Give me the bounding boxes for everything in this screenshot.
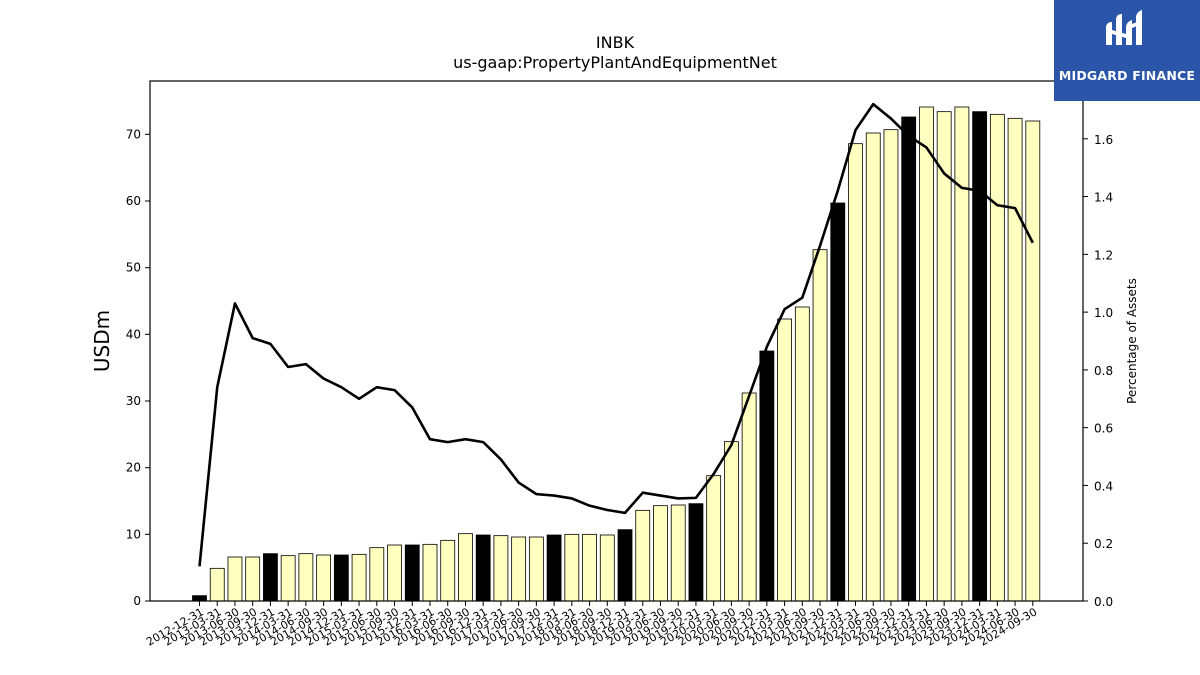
- bar: [546, 534, 562, 602]
- bar: [528, 536, 544, 602]
- bar: [475, 534, 491, 602]
- bar: [741, 392, 757, 602]
- bar: [670, 504, 686, 602]
- bar: [511, 536, 527, 602]
- bar: [759, 350, 775, 602]
- bar: [280, 555, 296, 602]
- y-axis-label: USDm: [90, 310, 114, 372]
- bar: [617, 529, 633, 602]
- y-tick-label: 50: [126, 261, 141, 275]
- bar: [404, 544, 420, 602]
- y2-tick-label: 1.6: [1094, 133, 1113, 147]
- y2-tick-label: 1.0: [1094, 306, 1113, 320]
- midgard-finance-logo: MIDGARD FINANCE: [1054, 0, 1200, 101]
- bar: [1025, 120, 1041, 602]
- y2-tick-label: 0.8: [1094, 364, 1113, 378]
- plot-frame: [149, 80, 1084, 602]
- bar: [936, 111, 952, 602]
- bar: [209, 567, 225, 602]
- bar: [493, 535, 509, 602]
- bar: [794, 306, 810, 602]
- bar: [1007, 117, 1023, 602]
- midgard-logo-icon: [1106, 10, 1142, 45]
- y2-tick-label: 0.0: [1094, 595, 1113, 609]
- line-series: [198, 102, 1034, 567]
- bar: [369, 547, 385, 602]
- y-tick-label: 30: [126, 394, 141, 408]
- bar: [972, 111, 988, 602]
- chart-subtitle: us-gaap:PropertyPlantAndEquipmentNet: [453, 53, 777, 72]
- y2-tick-label: 1.4: [1094, 191, 1113, 205]
- y-tick-label: 40: [126, 327, 141, 341]
- line-series-path: [198, 102, 1034, 567]
- bar: [919, 106, 934, 602]
- y-tick-label: 10: [126, 527, 141, 541]
- x-axis: 2012-12-312013-03-312013-06-302013-09-30…: [144, 601, 1039, 649]
- bar: [387, 544, 402, 602]
- bar: [653, 505, 668, 602]
- bar-series: [192, 106, 1041, 602]
- bar: [351, 553, 367, 602]
- bar: [458, 533, 473, 602]
- bar: [989, 113, 1005, 602]
- y-tick-label: 0: [133, 594, 141, 608]
- bar: [688, 503, 704, 602]
- brand-name: MIDGARD FINANCE: [1058, 68, 1196, 83]
- bar: [635, 509, 651, 602]
- bar: [333, 554, 349, 602]
- y2-axis-label: Percentage of Assets: [1125, 278, 1139, 404]
- bar: [263, 553, 278, 602]
- chart-title: INBK: [596, 33, 635, 52]
- bar: [564, 533, 580, 602]
- y-axis-left: 0 10 20 30 40 50 60 70: [126, 127, 150, 608]
- bar: [830, 202, 846, 602]
- bar: [298, 553, 314, 602]
- bar: [706, 475, 722, 602]
- y-tick-label: 70: [126, 127, 141, 141]
- bar: [848, 143, 863, 602]
- y-axis-right: 0.0 0.2 0.4 0.6 0.8 1.0 1.2 1.4 1.6: [1083, 133, 1113, 609]
- y2-tick-label: 0.6: [1094, 422, 1113, 436]
- bar: [954, 106, 970, 602]
- bar: [422, 543, 438, 602]
- y2-tick-label: 1.2: [1094, 248, 1113, 262]
- bar: [582, 533, 597, 602]
- y-tick-label: 60: [126, 194, 141, 208]
- bar: [724, 441, 739, 602]
- bar: [883, 129, 899, 602]
- bar: [812, 249, 828, 602]
- bar: [245, 556, 261, 602]
- bar: [901, 116, 917, 602]
- bar: [192, 595, 207, 602]
- y-tick-label: 20: [126, 461, 141, 475]
- bar: [865, 132, 881, 602]
- y2-tick-label: 0.2: [1094, 537, 1113, 551]
- bar: [227, 556, 243, 602]
- bar: [316, 554, 332, 602]
- bar: [777, 318, 792, 602]
- bar: [599, 534, 615, 602]
- bar: [440, 539, 456, 602]
- y2-tick-label: 0.4: [1094, 479, 1113, 493]
